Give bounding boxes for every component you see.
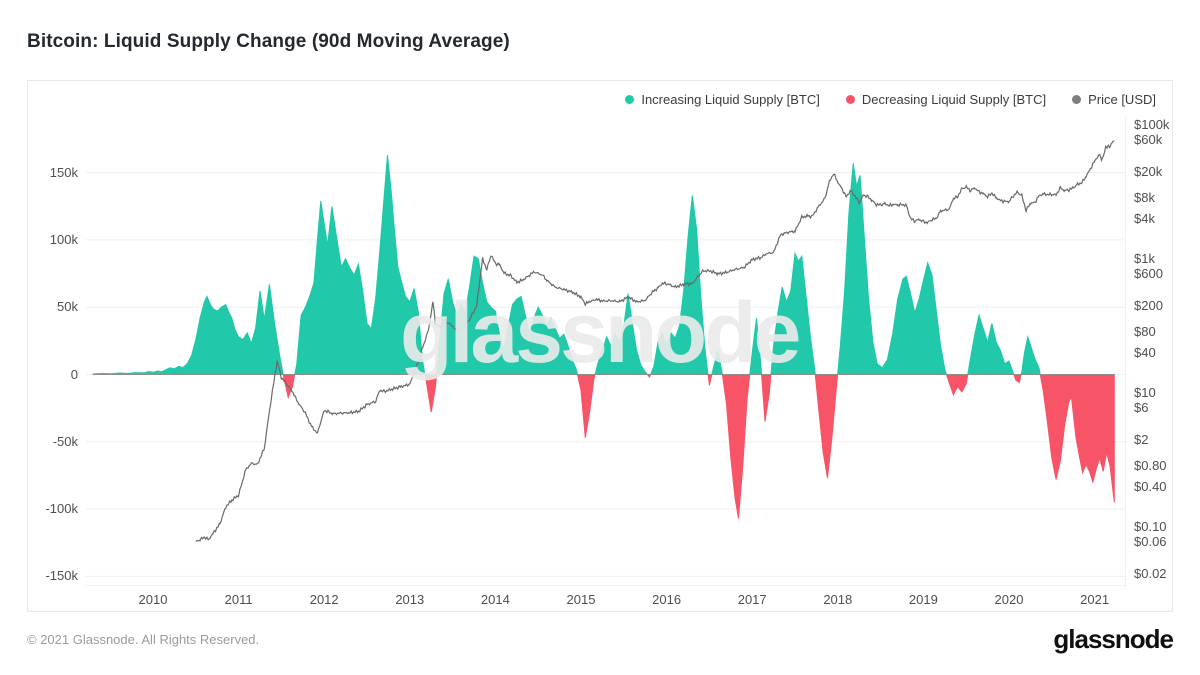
chart-title: Bitcoin: Liquid Supply Change (90d Movin…	[27, 31, 510, 52]
legend-item-price[interactable]: Price [USD]	[1072, 92, 1156, 107]
x-axis-label: 2015	[566, 592, 596, 607]
glassnode-watermark: glassnode	[400, 285, 801, 381]
y-axis-right-label: $0.40	[1134, 478, 1167, 494]
x-axis-label: 2018	[823, 592, 853, 607]
y-axis-right-label: $1k	[1134, 251, 1155, 266]
legend-dot-increasing-icon	[625, 95, 635, 104]
y-axis-right-label: $40	[1134, 344, 1156, 360]
y-axis-right-label: $20k	[1134, 163, 1163, 179]
y-axis-left-label: 100k	[49, 231, 78, 247]
y-axis-left-label: 50k	[57, 299, 78, 315]
x-axis-label: 2016	[652, 592, 682, 607]
copyright-text: © 2021 Glassnode. All Rights Reserved.	[27, 632, 260, 647]
y-axis-right-label: $60k	[1134, 131, 1163, 147]
legend-label-increasing: Increasing Liquid Supply [BTC]	[641, 92, 820, 107]
legend-dot-price-icon	[1072, 95, 1082, 104]
x-axis-label: 2019	[908, 592, 938, 607]
y-axis-right-label: $0.10	[1134, 519, 1167, 534]
y-axis-right-label: $2	[1134, 431, 1149, 447]
x-axis-label: 2012	[309, 592, 339, 607]
y-axis-left-label: -100k	[45, 501, 78, 517]
y-axis-right-label: $80	[1134, 324, 1156, 340]
y-axis-left-label: -50k	[52, 433, 78, 449]
y-axis-right-label: $200	[1134, 297, 1163, 313]
chart-canvas	[86, 116, 1127, 591]
series-increasing-liquid-supply	[92, 155, 1115, 375]
x-axis-label: 2013	[395, 592, 425, 607]
legend-item-decreasing-supply[interactable]: Decreasing Liquid Supply [BTC]	[845, 92, 1047, 107]
chart-legend: Increasing Liquid Supply [BTC] Decreasin…	[625, 92, 1156, 107]
y-axis-right-label: $10	[1134, 385, 1156, 400]
x-axis-label: 2014	[480, 592, 510, 607]
y-axis-right-label: $600	[1134, 265, 1163, 281]
y-axis-left-label: -150k	[45, 568, 78, 584]
legend-label-price: Price [USD]	[1088, 92, 1156, 107]
series-price-usd	[195, 140, 1115, 543]
x-axis-label: 2017	[737, 592, 767, 607]
legend-label-decreasing: Decreasing Liquid Supply [BTC]	[861, 92, 1047, 107]
x-axis-label: 2010	[138, 592, 168, 607]
plot-area[interactable]	[86, 116, 1127, 591]
y-axis-right-label: $0.06	[1134, 533, 1167, 549]
y-axis-right-label: $100k	[1134, 117, 1170, 132]
y-axis-right-label: $0.02	[1134, 565, 1167, 581]
legend-item-increasing-supply[interactable]: Increasing Liquid Supply [BTC]	[625, 92, 820, 107]
y-axis-right-label: $0.80	[1134, 458, 1167, 474]
page-footer: © 2021 Glassnode. All Rights Reserved. g…	[27, 624, 1174, 655]
glassnode-logo: glassnode	[1053, 624, 1174, 654]
legend-dot-decreasing-icon	[845, 95, 855, 104]
chart-card: Increasing Liquid Supply [BTC] Decreasin…	[27, 80, 1173, 612]
y-axis-right-label: $6	[1134, 399, 1149, 415]
y-axis-left-label: 0	[70, 366, 78, 382]
y-axis-left-label: 150k	[49, 164, 78, 180]
y-axis-right-label: $4k	[1134, 210, 1155, 226]
y-axis-right-label: $8k	[1134, 190, 1155, 206]
x-axis-label: 2011	[224, 592, 253, 607]
x-axis-label: 2020	[994, 592, 1024, 607]
x-axis-label: 2021	[1080, 592, 1110, 607]
